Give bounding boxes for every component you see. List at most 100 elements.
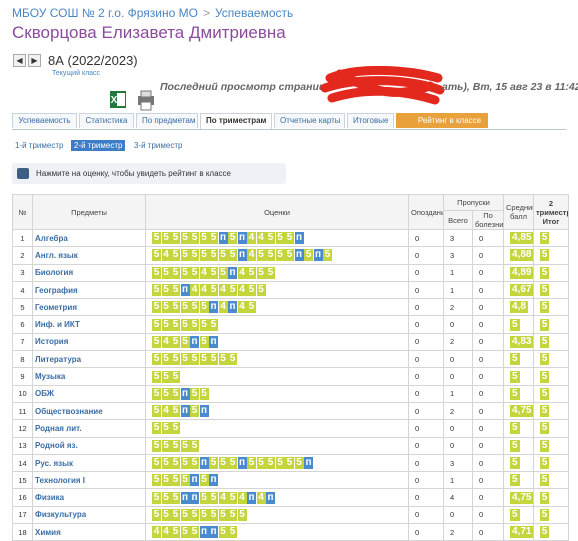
- grade[interactable]: 5: [161, 318, 171, 331]
- grade[interactable]: 5: [161, 457, 171, 469]
- print-icon[interactable]: [138, 90, 154, 111]
- grade[interactable]: 5: [190, 353, 199, 366]
- grade[interactable]: 5: [285, 457, 294, 469]
- grade[interactable]: п: [209, 474, 218, 487]
- grade[interactable]: 5: [152, 284, 161, 297]
- grade[interactable]: 5: [161, 387, 171, 400]
- grade[interactable]: п: [190, 491, 199, 504]
- subject[interactable]: ОБЖ: [32, 384, 146, 403]
- grade[interactable]: 5: [161, 284, 171, 297]
- grade[interactable]: 4: [237, 301, 247, 314]
- grade[interactable]: 5: [199, 301, 209, 314]
- grade[interactable]: 5: [152, 232, 161, 245]
- grade[interactable]: 5: [171, 318, 180, 331]
- subject[interactable]: Литература: [32, 350, 146, 369]
- grade[interactable]: 5: [161, 232, 171, 245]
- grade[interactable]: 5: [180, 439, 190, 452]
- grade[interactable]: 5: [152, 439, 161, 452]
- grade[interactable]: п: [294, 249, 304, 262]
- grade[interactable]: п: [190, 335, 199, 348]
- grade[interactable]: 5: [152, 491, 161, 504]
- subject[interactable]: Физкультура: [32, 505, 146, 525]
- grade[interactable]: 5: [190, 266, 199, 279]
- grade[interactable]: 5: [190, 439, 199, 452]
- grade[interactable]: 5: [190, 318, 199, 331]
- grade[interactable]: 5: [190, 457, 199, 469]
- grade[interactable]: 4: [152, 526, 161, 539]
- grade[interactable]: 4: [199, 266, 209, 279]
- grade[interactable]: 5: [180, 249, 190, 262]
- grade[interactable]: 5: [180, 526, 190, 539]
- grade[interactable]: 5: [209, 508, 218, 521]
- grade[interactable]: 4: [161, 335, 171, 348]
- grade[interactable]: 5: [171, 422, 180, 435]
- subject[interactable]: Музыка: [32, 367, 146, 386]
- grade[interactable]: 5: [199, 474, 209, 487]
- grade[interactable]: 5: [161, 370, 171, 383]
- grade[interactable]: п: [180, 405, 190, 418]
- subject[interactable]: Родной яз.: [32, 436, 146, 455]
- prev-button[interactable]: ◀: [13, 54, 26, 67]
- grade[interactable]: 5: [190, 301, 199, 314]
- grade[interactable]: 4: [237, 491, 247, 504]
- grade[interactable]: 5: [161, 508, 171, 521]
- grade[interactable]: 4: [256, 232, 266, 245]
- grade[interactable]: 5: [323, 249, 332, 262]
- subject[interactable]: Алгебра: [32, 228, 146, 248]
- grade[interactable]: 5: [228, 232, 237, 245]
- subject[interactable]: История: [32, 332, 146, 352]
- grade[interactable]: 5: [161, 266, 171, 279]
- grade[interactable]: 5: [180, 232, 190, 245]
- grade[interactable]: 5: [294, 457, 304, 469]
- grade[interactable]: 5: [152, 301, 161, 314]
- grade[interactable]: п: [313, 249, 323, 262]
- grade[interactable]: 5: [180, 335, 190, 348]
- grade[interactable]: 5: [161, 439, 171, 452]
- trimester-link[interactable]: 2-й триместр: [71, 140, 126, 151]
- grade[interactable]: 5: [285, 249, 294, 262]
- grade[interactable]: 5: [152, 353, 161, 366]
- grade[interactable]: 5: [161, 474, 171, 487]
- grade[interactable]: п: [266, 491, 275, 504]
- grade[interactable]: 5: [199, 318, 209, 331]
- grade[interactable]: 5: [209, 284, 218, 297]
- grade[interactable]: 5: [228, 526, 237, 539]
- grade[interactable]: 5: [171, 353, 180, 366]
- trimester-link[interactable]: 1-й триместр: [15, 141, 64, 150]
- tab[interactable]: Рейтинг в классе: [396, 113, 488, 128]
- grade[interactable]: 5: [256, 249, 266, 262]
- grade[interactable]: 5: [199, 353, 209, 366]
- grade[interactable]: 5: [152, 422, 161, 435]
- grade[interactable]: 4: [190, 284, 199, 297]
- tab[interactable]: По предметам: [136, 113, 198, 128]
- grade[interactable]: 5: [256, 266, 266, 279]
- subject[interactable]: Инф. и ИКТ: [32, 315, 146, 334]
- grade[interactable]: 5: [256, 457, 266, 469]
- grade[interactable]: 5: [152, 457, 161, 469]
- grade[interactable]: 5: [171, 301, 180, 314]
- grade[interactable]: 5: [199, 387, 209, 400]
- grade[interactable]: 5: [190, 387, 199, 400]
- grade[interactable]: 5: [275, 249, 285, 262]
- grade[interactable]: 5: [171, 405, 180, 418]
- grade[interactable]: 4: [161, 405, 171, 418]
- grade[interactable]: п: [247, 491, 256, 504]
- grade[interactable]: 5: [180, 266, 190, 279]
- grade[interactable]: 5: [199, 508, 209, 521]
- grade[interactable]: 4: [199, 284, 209, 297]
- subject[interactable]: Родная лит.: [32, 419, 146, 438]
- grade[interactable]: п: [209, 301, 218, 314]
- grade[interactable]: 5: [209, 232, 218, 245]
- grade[interactable]: 5: [228, 249, 237, 262]
- grade[interactable]: 4: [247, 249, 256, 262]
- subject[interactable]: География: [32, 280, 146, 300]
- grade[interactable]: 5: [161, 491, 171, 504]
- grade[interactable]: 5: [161, 301, 171, 314]
- grade[interactable]: 5: [218, 526, 228, 539]
- grade[interactable]: п: [209, 526, 218, 539]
- grade[interactable]: 5: [171, 249, 180, 262]
- grade[interactable]: 5: [171, 439, 180, 452]
- grade[interactable]: 4: [161, 249, 171, 262]
- tab[interactable]: По триместрам: [200, 113, 272, 129]
- grade[interactable]: 5: [171, 508, 180, 521]
